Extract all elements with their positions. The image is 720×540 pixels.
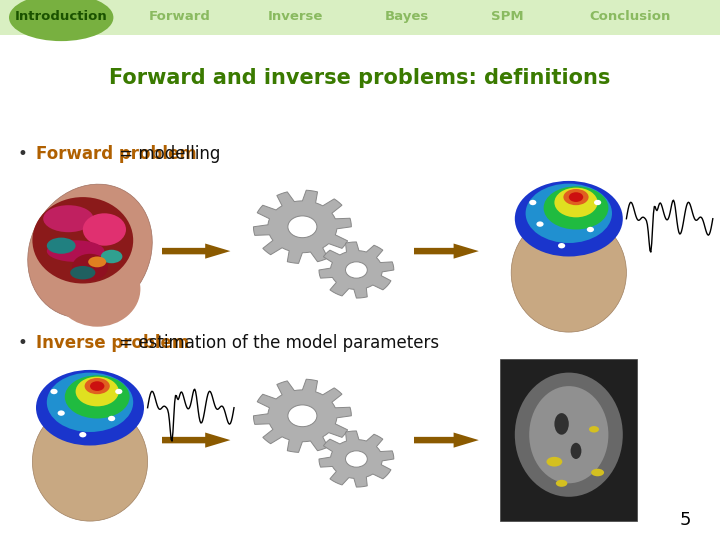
Ellipse shape bbox=[529, 386, 608, 483]
FancyArrow shape bbox=[162, 433, 230, 448]
Text: Forward problem: Forward problem bbox=[36, 145, 197, 163]
Text: •: • bbox=[18, 334, 28, 352]
Ellipse shape bbox=[101, 249, 122, 263]
Ellipse shape bbox=[546, 457, 562, 467]
Text: 5: 5 bbox=[680, 511, 691, 529]
Ellipse shape bbox=[36, 370, 144, 446]
FancyBboxPatch shape bbox=[500, 359, 637, 521]
FancyArrow shape bbox=[162, 244, 230, 259]
Ellipse shape bbox=[28, 184, 152, 318]
Ellipse shape bbox=[47, 240, 104, 262]
Ellipse shape bbox=[570, 443, 582, 459]
Ellipse shape bbox=[526, 184, 612, 243]
Ellipse shape bbox=[76, 377, 119, 406]
Circle shape bbox=[288, 405, 317, 427]
Ellipse shape bbox=[554, 413, 569, 435]
Text: •: • bbox=[18, 145, 28, 163]
Circle shape bbox=[594, 200, 601, 205]
Text: Introduction: Introduction bbox=[15, 10, 107, 23]
Ellipse shape bbox=[515, 373, 623, 497]
Circle shape bbox=[58, 410, 65, 416]
Text: SPM: SPM bbox=[491, 10, 524, 23]
Text: Inverse problem: Inverse problem bbox=[36, 334, 189, 352]
Ellipse shape bbox=[591, 469, 604, 476]
Ellipse shape bbox=[70, 266, 95, 280]
Circle shape bbox=[536, 221, 544, 227]
Ellipse shape bbox=[65, 375, 130, 418]
Polygon shape bbox=[253, 379, 351, 453]
Ellipse shape bbox=[544, 186, 608, 230]
Text: = estimation of the model parameters: = estimation of the model parameters bbox=[114, 334, 439, 352]
Ellipse shape bbox=[90, 381, 104, 391]
Text: Forward: Forward bbox=[149, 10, 211, 23]
Ellipse shape bbox=[32, 197, 133, 284]
Ellipse shape bbox=[515, 181, 623, 256]
Ellipse shape bbox=[47, 373, 133, 432]
Ellipse shape bbox=[43, 205, 94, 232]
Circle shape bbox=[346, 262, 367, 278]
Ellipse shape bbox=[85, 378, 110, 394]
Circle shape bbox=[50, 389, 58, 394]
Ellipse shape bbox=[569, 192, 583, 202]
Polygon shape bbox=[319, 242, 394, 298]
Text: Forward and inverse problems: definitions: Forward and inverse problems: definition… bbox=[109, 68, 611, 89]
FancyArrow shape bbox=[414, 433, 479, 448]
Ellipse shape bbox=[554, 187, 598, 217]
Ellipse shape bbox=[563, 189, 589, 205]
Ellipse shape bbox=[89, 256, 107, 267]
Ellipse shape bbox=[72, 254, 108, 281]
Bar bbox=[0, 0, 720, 35]
Ellipse shape bbox=[83, 213, 126, 246]
Ellipse shape bbox=[32, 402, 148, 521]
Circle shape bbox=[108, 416, 115, 421]
Text: Conclusion: Conclusion bbox=[589, 10, 671, 23]
FancyArrow shape bbox=[414, 244, 479, 259]
Ellipse shape bbox=[9, 0, 114, 41]
Text: Inverse: Inverse bbox=[268, 10, 323, 23]
Circle shape bbox=[288, 216, 317, 238]
Ellipse shape bbox=[47, 238, 76, 254]
Circle shape bbox=[558, 243, 565, 248]
Polygon shape bbox=[319, 431, 394, 487]
Circle shape bbox=[346, 451, 367, 467]
Ellipse shape bbox=[556, 480, 567, 487]
Polygon shape bbox=[253, 190, 351, 264]
Ellipse shape bbox=[54, 251, 140, 327]
Circle shape bbox=[115, 389, 122, 394]
Circle shape bbox=[79, 432, 86, 437]
Circle shape bbox=[587, 227, 594, 232]
Text: = modelling: = modelling bbox=[114, 145, 220, 163]
Text: Bayes: Bayes bbox=[384, 10, 429, 23]
Ellipse shape bbox=[511, 213, 626, 332]
Ellipse shape bbox=[589, 426, 599, 433]
Circle shape bbox=[529, 200, 536, 205]
